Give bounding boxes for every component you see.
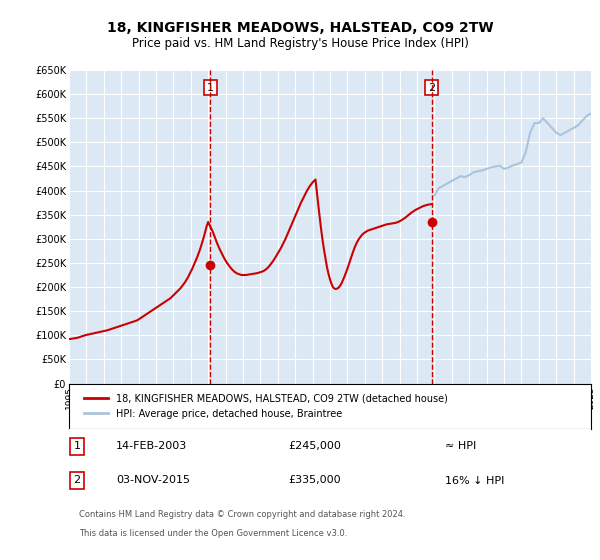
Text: 18, KINGFISHER MEADOWS, HALSTEAD, CO9 2TW: 18, KINGFISHER MEADOWS, HALSTEAD, CO9 2T… [107,21,493,35]
Text: 14-FEB-2003: 14-FEB-2003 [116,441,187,451]
Text: This data is licensed under the Open Government Licence v3.0.: This data is licensed under the Open Gov… [79,529,348,538]
Text: 2: 2 [73,475,80,486]
Text: 1: 1 [207,82,214,92]
Text: 03-NOV-2015: 03-NOV-2015 [116,475,190,486]
Text: 2: 2 [428,82,435,92]
Text: Price paid vs. HM Land Registry's House Price Index (HPI): Price paid vs. HM Land Registry's House … [131,37,469,50]
Legend: 18, KINGFISHER MEADOWS, HALSTEAD, CO9 2TW (detached house), HPI: Average price, : 18, KINGFISHER MEADOWS, HALSTEAD, CO9 2T… [79,389,453,424]
Text: 1: 1 [73,441,80,451]
Text: ≈ HPI: ≈ HPI [445,441,476,451]
Text: £335,000: £335,000 [288,475,341,486]
Text: £245,000: £245,000 [288,441,341,451]
Text: 16% ↓ HPI: 16% ↓ HPI [445,475,504,486]
Text: Contains HM Land Registry data © Crown copyright and database right 2024.: Contains HM Land Registry data © Crown c… [79,510,406,519]
